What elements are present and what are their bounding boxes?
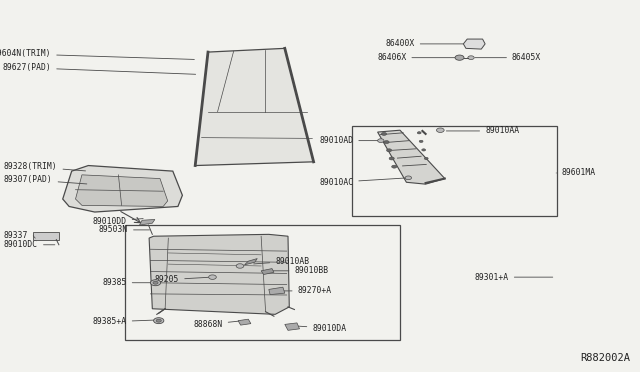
Text: 88868N: 88868N [193, 320, 241, 329]
Text: 89307(PAD): 89307(PAD) [4, 175, 87, 184]
Polygon shape [463, 39, 485, 49]
Polygon shape [285, 323, 300, 330]
Text: 89385+A: 89385+A [93, 317, 156, 326]
Bar [125, 225, 400, 340]
Circle shape [384, 141, 389, 144]
Circle shape [236, 264, 244, 268]
Text: 89385: 89385 [102, 278, 154, 287]
Circle shape [392, 165, 397, 168]
Text: 89010AC: 89010AC [319, 178, 406, 187]
Circle shape [417, 132, 421, 134]
Polygon shape [149, 234, 289, 314]
Text: 89627(PAD): 89627(PAD) [3, 63, 196, 74]
Text: 89010AD: 89010AD [319, 136, 378, 145]
Circle shape [389, 157, 394, 160]
Circle shape [387, 149, 392, 152]
Text: 86405X: 86405X [475, 53, 541, 62]
Polygon shape [238, 319, 251, 325]
Bar [352, 126, 557, 216]
Text: 89601MA: 89601MA [556, 169, 596, 177]
Text: 89328(TRIM): 89328(TRIM) [4, 162, 86, 171]
Circle shape [424, 157, 428, 160]
Text: 89010DC: 89010DC [4, 240, 55, 249]
Polygon shape [63, 166, 182, 212]
Text: 86406X: 86406X [377, 53, 455, 62]
Circle shape [378, 139, 384, 142]
Text: 89010AB: 89010AB [253, 257, 309, 266]
Polygon shape [76, 175, 168, 206]
Circle shape [455, 55, 464, 60]
Polygon shape [261, 269, 274, 275]
Circle shape [154, 318, 164, 324]
Polygon shape [244, 259, 257, 265]
Text: 89010DA: 89010DA [291, 324, 346, 333]
Circle shape [381, 132, 387, 135]
Text: 89337: 89337 [4, 231, 55, 240]
Bar [33, 232, 59, 240]
Polygon shape [378, 130, 445, 184]
Circle shape [156, 319, 161, 322]
Text: 89010DD: 89010DD [93, 217, 143, 226]
Text: 89503N: 89503N [99, 225, 150, 234]
Text: 86400X: 86400X [385, 39, 463, 48]
Polygon shape [269, 287, 285, 295]
Circle shape [405, 176, 412, 180]
Circle shape [468, 56, 474, 60]
Circle shape [436, 128, 444, 132]
Circle shape [422, 149, 426, 151]
Polygon shape [195, 48, 314, 166]
Circle shape [153, 281, 158, 284]
Text: 89301+A: 89301+A [475, 273, 553, 282]
Polygon shape [140, 219, 155, 225]
Circle shape [209, 275, 216, 279]
Text: 89270+A: 89270+A [278, 286, 332, 295]
Text: 89604N(TRIM): 89604N(TRIM) [0, 49, 195, 60]
Text: R882002A: R882002A [580, 353, 630, 363]
Text: 89205: 89205 [155, 275, 209, 284]
Circle shape [150, 280, 161, 286]
Text: 89010BB: 89010BB [273, 266, 328, 275]
Circle shape [419, 140, 423, 142]
Text: 89010AA: 89010AA [446, 126, 519, 135]
